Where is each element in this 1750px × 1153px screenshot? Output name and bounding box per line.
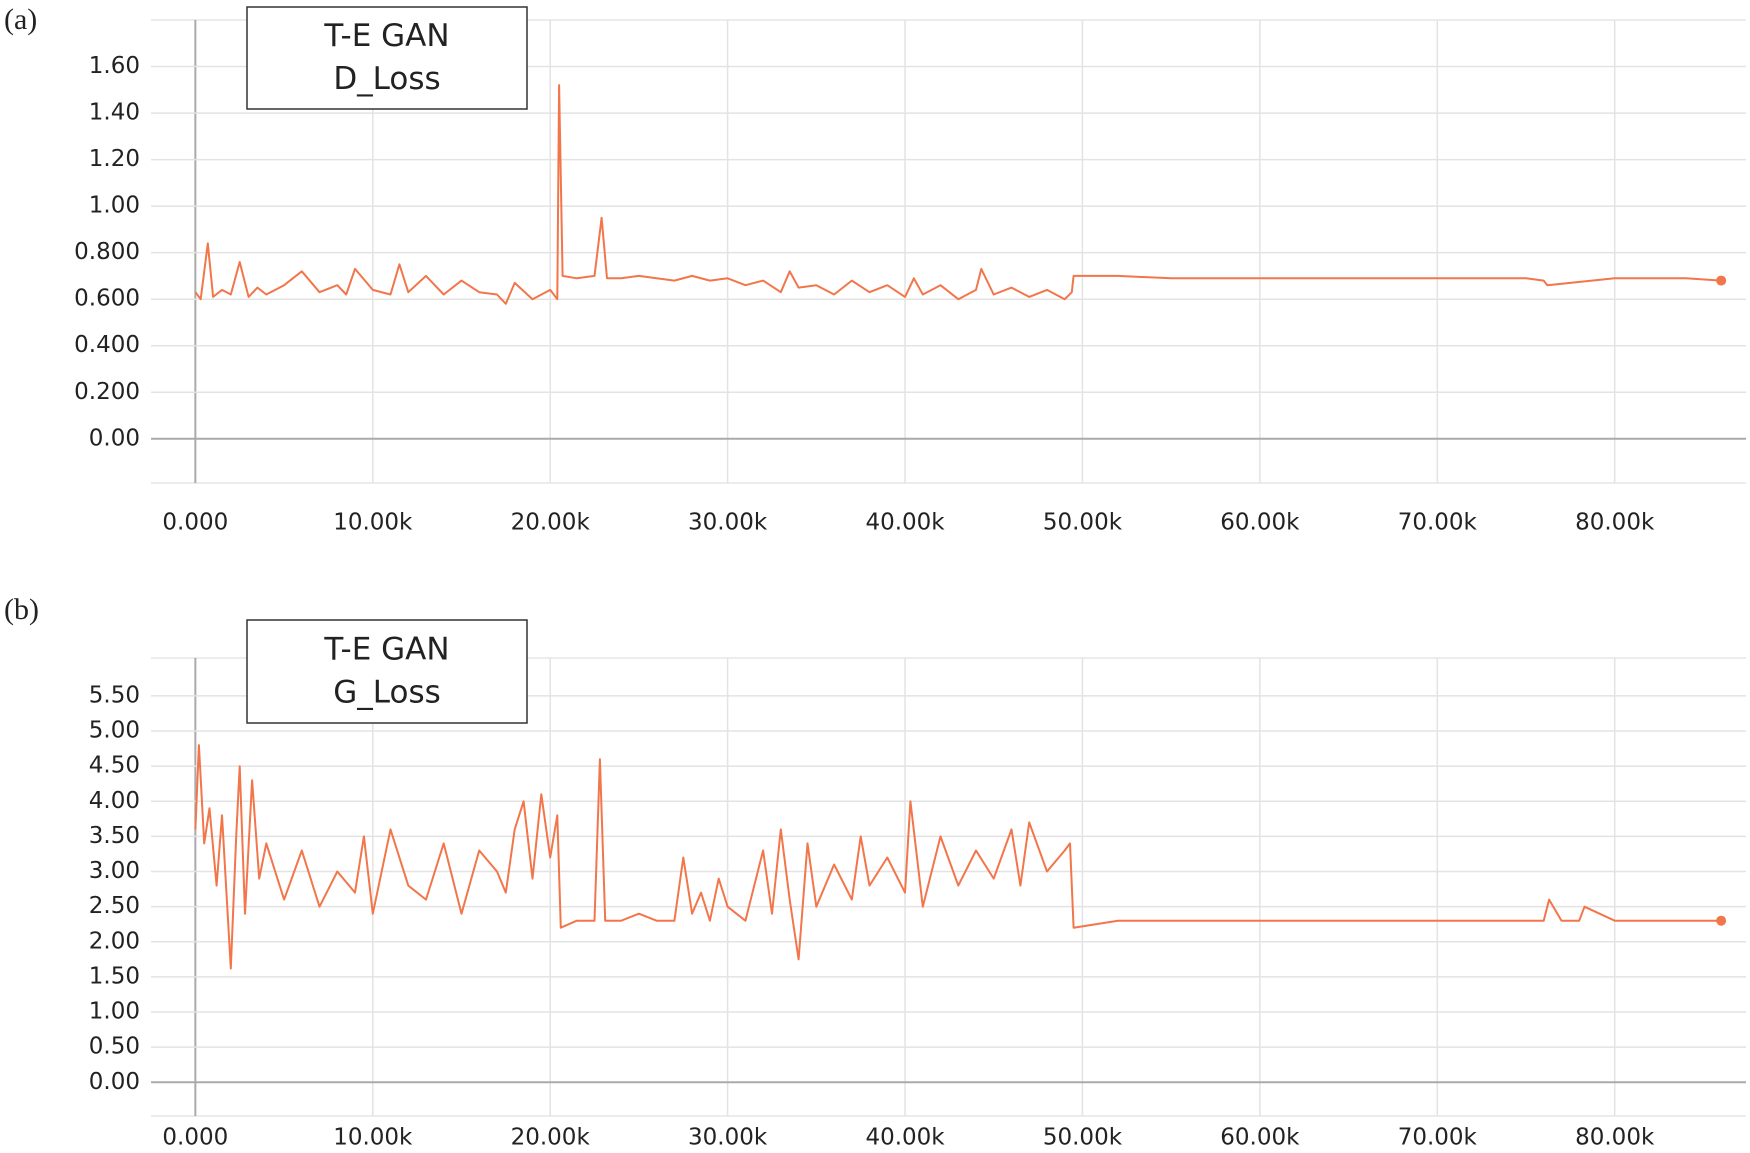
x-tick-label: 80.00k [1575, 1125, 1655, 1151]
x-tick-label: 80.00k [1575, 510, 1655, 536]
x-tick-label: 10.00k [333, 510, 413, 536]
end-marker [1716, 275, 1727, 286]
x-tick-label: 30.00k [688, 510, 768, 536]
y-tick-label: 0.00 [89, 425, 140, 451]
legend-entry: D_Loss [333, 61, 440, 97]
y-tick-label: 1.20 [89, 146, 140, 172]
y-tick-label: 0.50 [89, 1034, 140, 1060]
y-tick-label: 0.200 [74, 379, 140, 405]
x-tick-label: 30.00k [688, 1125, 768, 1151]
y-tick-label: 1.60 [89, 53, 140, 79]
legend-box [246, 6, 528, 110]
x-tick-label: 0.000 [162, 1125, 228, 1151]
y-tick-label: 1.40 [89, 100, 140, 126]
y-tick-label: 2.50 [89, 893, 140, 919]
y-tick-label: 0.400 [74, 332, 140, 358]
legend-title: T-E GAN [323, 18, 449, 54]
x-tick-label: 70.00k [1398, 510, 1478, 536]
loss-line [194, 744, 1722, 970]
x-tick-label: 0.000 [162, 510, 228, 536]
x-tick-label: 40.00k [865, 510, 945, 536]
y-tick-label: 2.00 [89, 928, 140, 954]
x-tick-label: 60.00k [1220, 1125, 1300, 1151]
x-tick-label: 20.00k [511, 1125, 591, 1151]
y-tick-label: 4.00 [89, 788, 140, 814]
y-tick-label: 0.00 [89, 1069, 140, 1095]
panel-label: (a) [4, 3, 37, 36]
x-tick-label: 50.00k [1043, 1125, 1123, 1151]
panel-label: (b) [4, 593, 39, 626]
legend-entry: G_Loss [333, 675, 441, 711]
y-tick-label: 3.50 [89, 823, 140, 849]
y-tick-label: 1.50 [89, 963, 140, 989]
legend-title: T-E GAN [323, 631, 449, 667]
y-tick-label: 3.00 [89, 858, 140, 884]
y-tick-label: 1.00 [89, 999, 140, 1025]
y-tick-label: 1.00 [89, 193, 140, 219]
y-tick-label: 0.800 [74, 239, 140, 265]
end-marker [1716, 915, 1727, 926]
y-tick-label: 0.600 [74, 286, 140, 312]
y-tick-label: 5.50 [89, 682, 140, 708]
x-tick-label: 50.00k [1043, 510, 1123, 536]
x-tick-label: 20.00k [511, 510, 591, 536]
x-tick-label: 40.00k [865, 1125, 945, 1151]
x-tick-label: 60.00k [1220, 510, 1300, 536]
y-tick-label: 4.50 [89, 753, 140, 779]
x-tick-label: 70.00k [1398, 1125, 1478, 1151]
x-tick-label: 10.00k [333, 1125, 413, 1151]
legend-box [246, 619, 528, 724]
y-tick-label: 5.00 [89, 718, 140, 744]
loss-line [194, 84, 1722, 305]
